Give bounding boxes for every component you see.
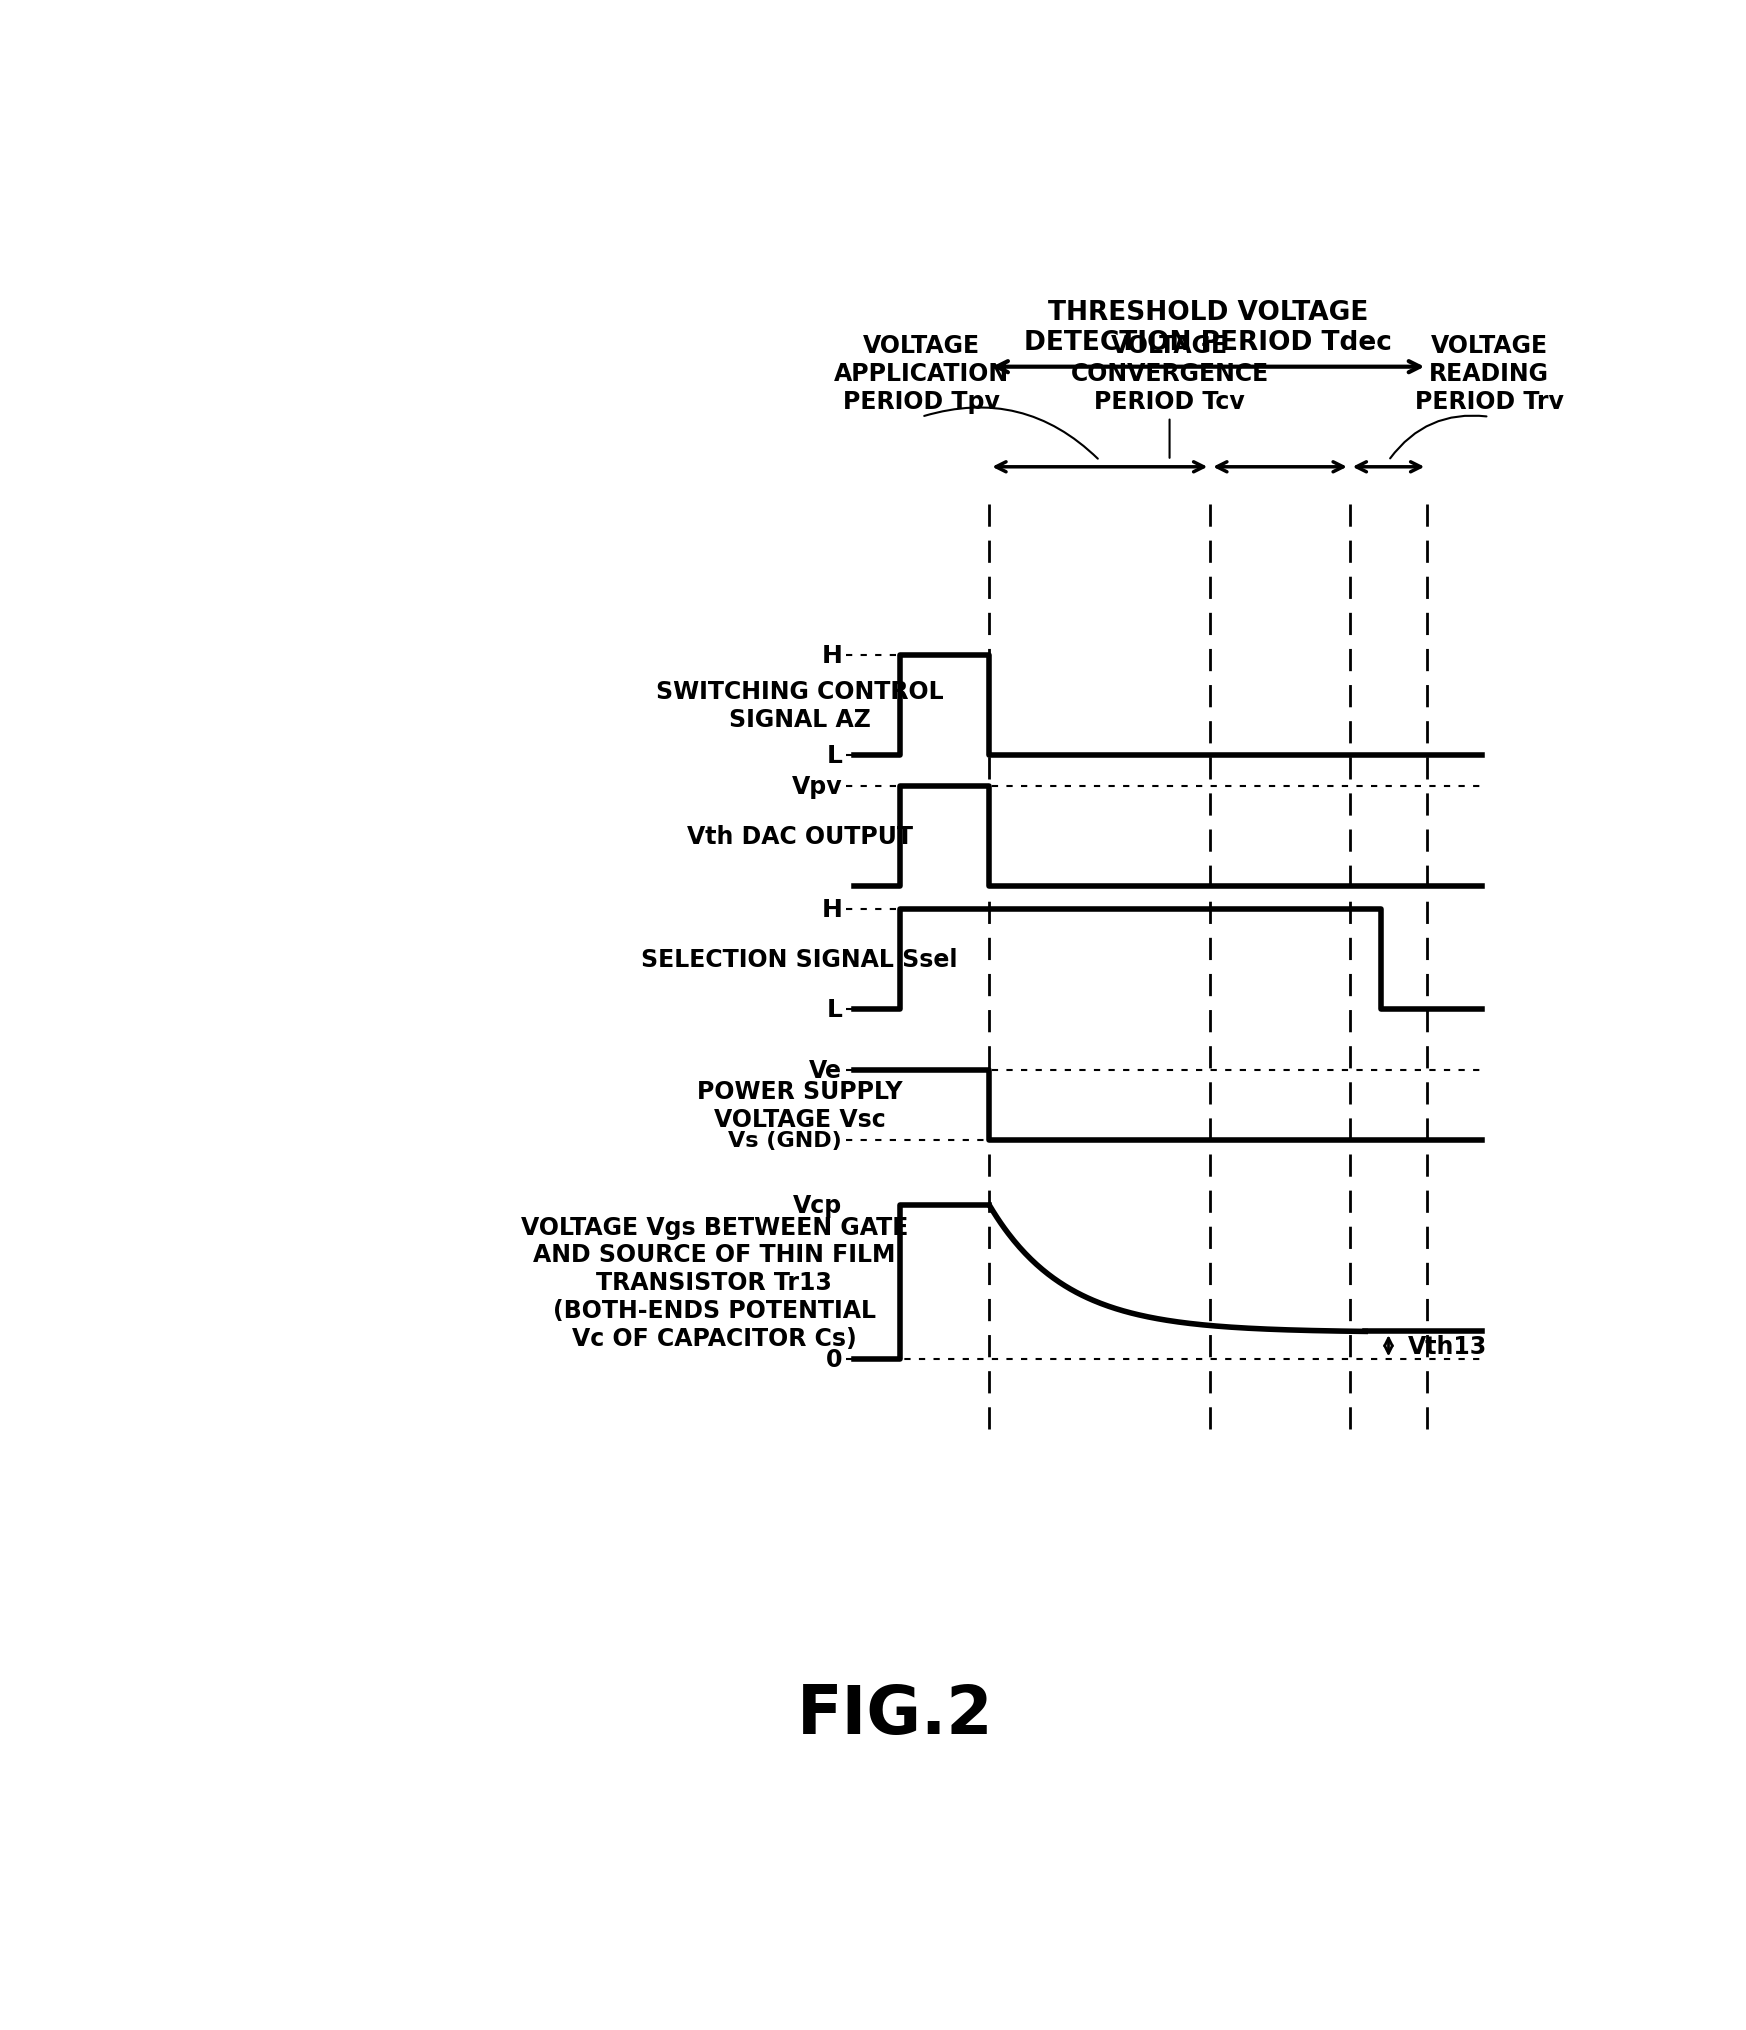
Text: VOLTAGE
CONVERGENCE
PERIOD Tcv: VOLTAGE CONVERGENCE PERIOD Tcv — [1070, 335, 1269, 414]
Text: L: L — [826, 997, 842, 1021]
Text: Vth DAC OUTPUT: Vth DAC OUTPUT — [686, 824, 913, 849]
Text: POWER SUPPLY
VOLTAGE Vsc: POWER SUPPLY VOLTAGE Vsc — [697, 1080, 903, 1131]
Text: FIG.2: FIG.2 — [796, 1681, 993, 1748]
Text: SELECTION SIGNAL Ssel: SELECTION SIGNAL Ssel — [641, 948, 959, 970]
Text: Vpv: Vpv — [791, 773, 842, 798]
Text: Vcp: Vcp — [793, 1194, 842, 1218]
Text: VOLTAGE Vgs BETWEEN GATE
AND SOURCE OF THIN FILM
TRANSISTOR Tr13
(BOTH-ENDS POTE: VOLTAGE Vgs BETWEEN GATE AND SOURCE OF T… — [520, 1216, 908, 1350]
Text: 0: 0 — [826, 1348, 842, 1372]
Text: H: H — [821, 644, 842, 668]
Text: THRESHOLD VOLTAGE
DETECTION PERIOD Tdec: THRESHOLD VOLTAGE DETECTION PERIOD Tdec — [1025, 300, 1392, 355]
Text: H: H — [821, 897, 842, 922]
Text: L: L — [826, 743, 842, 767]
Text: Vth13: Vth13 — [1407, 1334, 1488, 1358]
Text: Ve: Ve — [808, 1060, 842, 1082]
Text: VOLTAGE
APPLICATION
PERIOD Tpv: VOLTAGE APPLICATION PERIOD Tpv — [835, 335, 1009, 414]
Text: Vs (GND): Vs (GND) — [728, 1131, 842, 1151]
Text: SWITCHING CONTROL
SIGNAL AZ: SWITCHING CONTROL SIGNAL AZ — [656, 680, 943, 731]
Text: VOLTAGE
READING
PERIOD Trv: VOLTAGE READING PERIOD Trv — [1414, 335, 1564, 414]
